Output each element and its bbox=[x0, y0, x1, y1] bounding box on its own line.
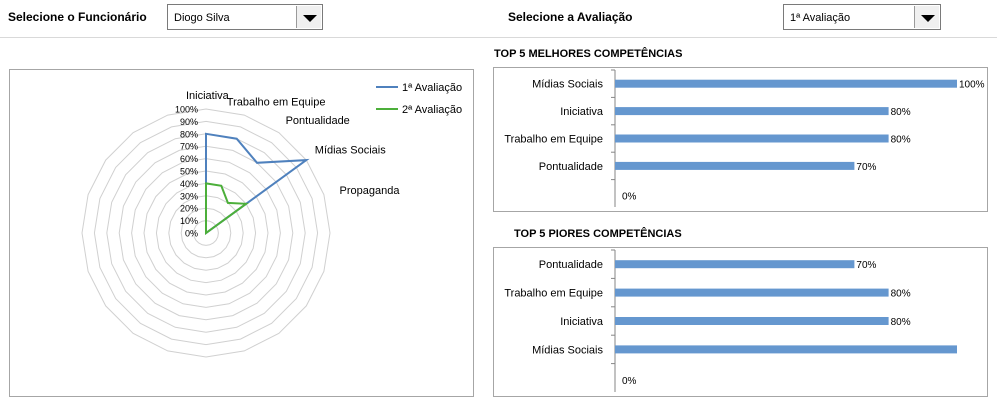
radar-tick-label: 90% bbox=[180, 117, 198, 127]
worst-bar bbox=[615, 317, 889, 325]
worst-value-label: 70% bbox=[856, 260, 876, 271]
chevron-down-icon[interactable] bbox=[296, 6, 321, 28]
radar-tick-label: 70% bbox=[180, 142, 198, 152]
worst-value-label: 80% bbox=[891, 289, 911, 300]
top5-worst-panel: Pontualidade 70% Trabalho em Equipe 80% Inic… bbox=[493, 247, 988, 397]
radar-axis-label-pontualidade: Pontualidade bbox=[286, 115, 350, 127]
radar-grid-ring bbox=[81, 108, 331, 358]
radar-axis-label-propaganda: Propaganda bbox=[340, 185, 401, 197]
evaluation-select-value: 1ª Avaliação bbox=[790, 12, 851, 24]
best-category-label-iniciativa: Iniciativa bbox=[560, 106, 604, 118]
best-bar bbox=[615, 134, 889, 143]
top5-best-panel: Mídias Sociais 100% Iniciativa 80% Trabalho … bbox=[493, 67, 988, 212]
radar-tick-label: 30% bbox=[180, 191, 198, 201]
radar-axis-label-trabalho-em-equipe: Trabalho em Equipe bbox=[227, 96, 326, 108]
worst-category-label-iniciativa: Iniciativa bbox=[560, 316, 604, 328]
evaluation-select[interactable]: 1ª Avaliação bbox=[783, 4, 941, 30]
radar-grid-ring bbox=[193, 220, 219, 246]
worst-bar bbox=[615, 260, 855, 269]
best-category-label-pontualidade: Pontualidade bbox=[539, 161, 603, 173]
best-value-label: 100% bbox=[959, 80, 985, 91]
radar-tick-label: 20% bbox=[180, 204, 198, 214]
best-category-label-trabalho-em-equipe: Trabalho em Equipe bbox=[504, 134, 603, 146]
radar-tick-label: 40% bbox=[180, 179, 198, 189]
header-divider bbox=[0, 37, 997, 38]
top5-worst-title: TOP 5 PIORES COMPETÊNCIAS bbox=[514, 228, 682, 240]
best-value-label: 70% bbox=[856, 162, 876, 173]
top5-best-chart: Mídias Sociais 100% Iniciativa 80% Trabalho … bbox=[504, 69, 985, 207]
radar-grid-ring bbox=[180, 207, 232, 259]
radar-axis-label-midias-sociais: Mídias Sociais bbox=[315, 144, 386, 156]
employee-select[interactable]: Diogo Silva bbox=[167, 4, 323, 30]
radar-grid-ring bbox=[131, 158, 281, 308]
radar-grid-ring bbox=[93, 120, 319, 346]
best-category-label-midias-sociais: Mídias Sociais bbox=[532, 79, 603, 91]
radar-tick-label: 100% bbox=[175, 105, 198, 115]
radar-axis-label-iniciativa: Iniciativa bbox=[186, 90, 230, 102]
best-value-label: 80% bbox=[891, 135, 911, 146]
best-bar bbox=[615, 79, 957, 88]
best-bar bbox=[615, 107, 889, 116]
worst-value-label: 80% bbox=[891, 317, 911, 328]
best-value-label: 80% bbox=[891, 107, 911, 118]
radar-grid-ring bbox=[118, 145, 294, 321]
evaluation-select-label: Selecione a Avaliação bbox=[508, 10, 633, 24]
radar-series-line-2 bbox=[205, 182, 249, 235]
radar-chart: 0% 10% 20% 30% 40% 50% 60% 70% 80% 90% 100% Iniciat… bbox=[81, 82, 462, 358]
radar-tick-label: 50% bbox=[180, 167, 198, 177]
best-value-label: 0% bbox=[622, 191, 637, 202]
worst-bar bbox=[615, 288, 889, 297]
worst-bar bbox=[615, 345, 957, 354]
worst-category-label-midias-sociais: Mídias Sociais bbox=[532, 344, 603, 356]
employee-select-label: Selecione o Funcionário bbox=[8, 10, 147, 24]
best-bar bbox=[615, 161, 855, 170]
worst-value-label: 0% bbox=[622, 376, 637, 387]
radar-grid-ring bbox=[155, 182, 257, 284]
worst-category-label-trabalho-em-equipe: Trabalho em Equipe bbox=[504, 288, 603, 300]
chevron-down-icon[interactable] bbox=[914, 6, 939, 28]
radar-tick-label: 60% bbox=[180, 154, 198, 164]
radar-tick-label: 80% bbox=[180, 129, 198, 139]
radar-grid-ring bbox=[106, 133, 306, 333]
legend-label-2: 2ª Avaliação bbox=[402, 104, 462, 116]
radar-grid-ring bbox=[168, 195, 244, 271]
radar-tick-label: 10% bbox=[180, 216, 198, 226]
radar-chart-panel: 0% 10% 20% 30% 40% 50% 60% 70% 80% 90% 100% Iniciat… bbox=[9, 69, 474, 397]
worst-category-label-pontualidade: Pontualidade bbox=[539, 259, 603, 271]
top5-worst-chart: Pontualidade 70% Trabalho em Equipe 80% Inic… bbox=[504, 249, 957, 392]
employee-select-value: Diogo Silva bbox=[174, 12, 230, 24]
legend-label-1: 1ª Avaliação bbox=[402, 82, 462, 94]
top5-best-title: TOP 5 MELHORES COMPETÊNCIAS bbox=[494, 48, 683, 60]
radar-grid-ring bbox=[143, 170, 269, 296]
radar-tick-label: 0% bbox=[185, 229, 198, 239]
